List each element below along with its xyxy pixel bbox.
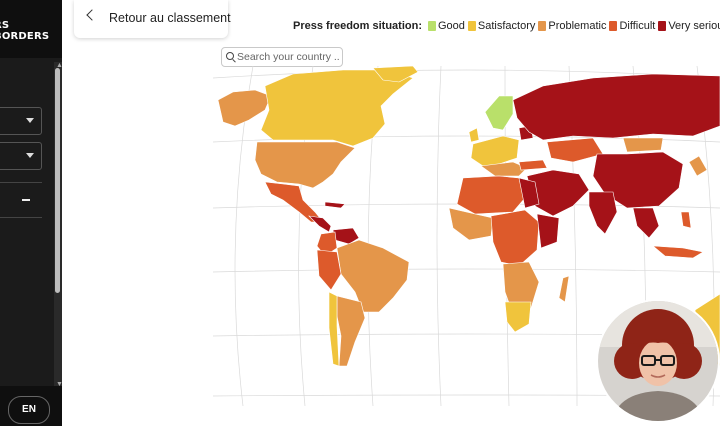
country-russia[interactable] — [512, 73, 720, 141]
presenter-webcam — [598, 301, 718, 421]
country-chile[interactable] — [328, 291, 340, 367]
country-central-america[interactable] — [308, 215, 332, 233]
country-brazil[interactable] — [336, 239, 410, 313]
country-india[interactable] — [588, 191, 618, 235]
legend-label: Good — [437, 20, 465, 32]
legend-item-difficult[interactable]: Difficult — [609, 20, 655, 32]
country-egypt[interactable] — [518, 177, 540, 209]
legend-item-good[interactable]: Good — [427, 20, 465, 32]
sidebar-select-2[interactable] — [0, 142, 42, 170]
country-east-africa[interactable] — [536, 213, 560, 249]
country-south-africa[interactable] — [504, 301, 532, 333]
country-mexico[interactable] — [264, 181, 324, 223]
legend-item-very-serious[interactable]: Very serious — [658, 20, 720, 32]
legend-label: Problematic — [548, 20, 607, 32]
legend-item-problematic[interactable]: Problematic — [538, 20, 606, 32]
legend-label: Very serious — [668, 20, 720, 32]
back-to-ranking-button[interactable]: Retour au classement — [74, 0, 231, 38]
legend-swatch — [609, 21, 618, 31]
country-middle-east[interactable] — [526, 169, 590, 217]
chevron-left-icon — [86, 9, 98, 21]
country-turkey[interactable] — [518, 159, 548, 171]
country-china[interactable] — [592, 151, 684, 209]
legend-label: Satisfactory — [477, 20, 536, 32]
logo-line-1: RS — [0, 20, 10, 31]
country-philippines[interactable] — [680, 211, 692, 229]
search-input[interactable] — [237, 49, 339, 65]
legend-item-satisfactory[interactable]: Satisfactory — [467, 20, 536, 32]
country-canada[interactable] — [260, 69, 414, 147]
minus-icon — [22, 199, 30, 201]
country-peru[interactable] — [316, 249, 342, 291]
sidebar-scrollbar[interactable]: ▲ ▼ — [54, 62, 62, 388]
country-united-states[interactable] — [254, 141, 356, 189]
back-to-ranking-label: Retour au classement — [109, 11, 231, 25]
chevron-down-icon — [26, 118, 34, 123]
presenter-avatar-icon — [598, 301, 718, 421]
scroll-up-icon[interactable]: ▲ — [56, 62, 62, 69]
scroll-down-icon[interactable]: ▼ — [56, 381, 62, 388]
country-southern-africa[interactable] — [502, 261, 540, 315]
legend-swatch — [538, 21, 547, 31]
country-argentina[interactable] — [336, 295, 366, 367]
country-kazakhstan[interactable] — [546, 137, 604, 163]
country-north-africa[interactable] — [456, 175, 526, 215]
country-cuba[interactable] — [324, 201, 346, 209]
sidebar: RS BORDERS ▲ ▼ EN — [0, 0, 62, 426]
country-west-africa[interactable] — [448, 207, 494, 241]
logo-line-2: BORDERS — [0, 31, 50, 42]
world-map[interactable] — [213, 66, 720, 406]
country-central-africa[interactable] — [490, 209, 540, 267]
sidebar-select-1[interactable] — [0, 107, 42, 135]
sidebar-footer: EN — [0, 386, 62, 426]
sidebar-scroll-thumb[interactable] — [55, 68, 60, 293]
legend-swatch — [467, 21, 476, 31]
language-button[interactable]: EN — [8, 396, 50, 424]
legend-label: Difficult — [619, 20, 656, 32]
map-legend: Press freedom situation: Good Satisfacto… — [293, 19, 720, 33]
country-western-europe[interactable] — [470, 135, 520, 167]
sidebar-collapse-toggle[interactable] — [0, 182, 42, 218]
country-uk[interactable] — [468, 127, 480, 143]
country-search[interactable] — [221, 47, 343, 67]
country-indonesia[interactable] — [652, 245, 704, 259]
country-greenland[interactable] — [372, 66, 419, 83]
country-madagascar[interactable] — [558, 275, 570, 303]
chevron-down-icon — [26, 153, 34, 158]
country-southeast-asia[interactable] — [632, 207, 660, 239]
country-mongolia[interactable] — [622, 137, 664, 153]
legend-title: Press freedom situation: — [293, 20, 422, 32]
legend-swatch — [658, 21, 667, 31]
country-southern-europe[interactable] — [480, 161, 528, 177]
country-scandinavia[interactable] — [484, 95, 514, 131]
legend-swatch — [427, 21, 436, 31]
rsf-logo[interactable]: RS BORDERS — [0, 0, 62, 58]
country-alaska[interactable] — [217, 89, 272, 127]
country-korea-japan[interactable] — [688, 155, 708, 177]
search-icon — [226, 52, 234, 60]
